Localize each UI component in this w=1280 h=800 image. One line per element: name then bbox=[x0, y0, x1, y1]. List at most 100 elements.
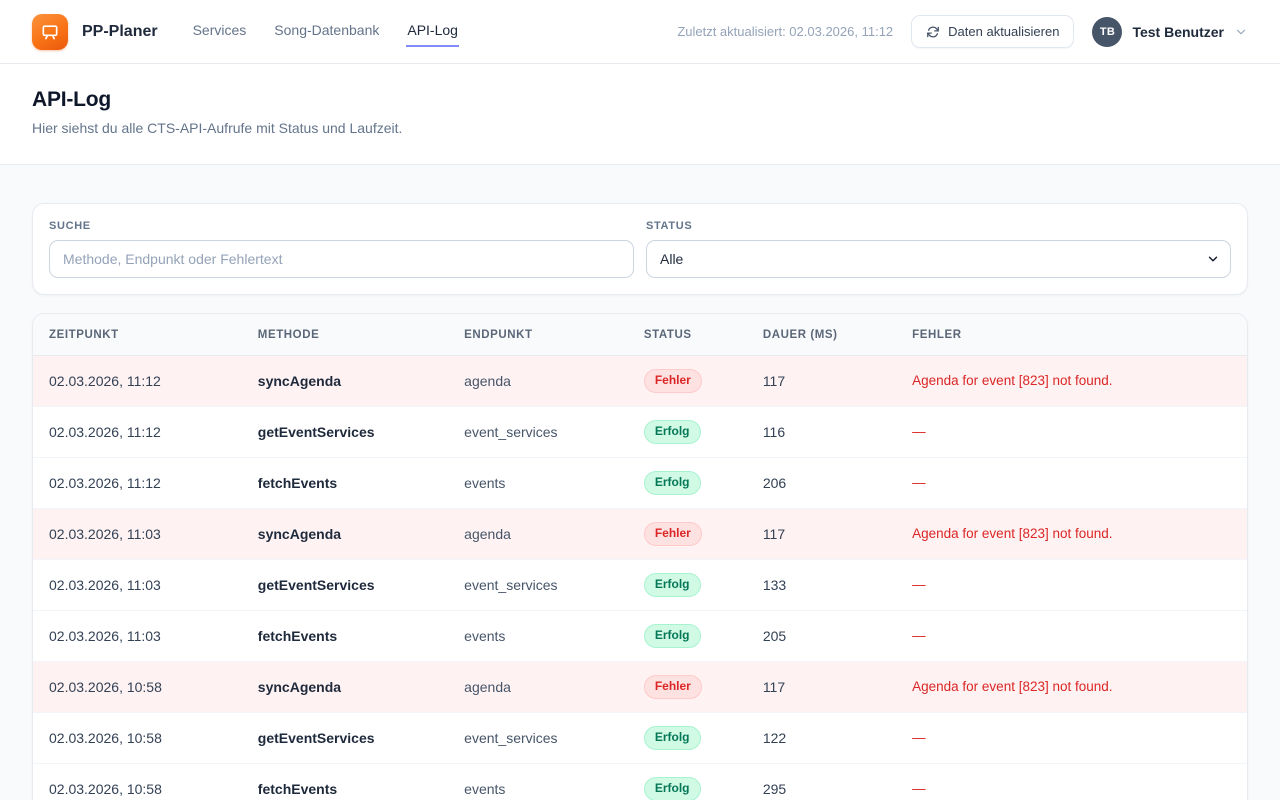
status-select[interactable]: Alle bbox=[646, 240, 1231, 278]
main-nav: Services Song-Datenbank API-Log bbox=[192, 16, 459, 47]
status-badge: Erfolg bbox=[643, 726, 701, 750]
cell-endpunkt: events bbox=[448, 763, 628, 800]
cell-fehler: Agenda for event [823] not found. bbox=[896, 355, 1247, 407]
status-badge: Fehler bbox=[643, 675, 702, 699]
table-row: 02.03.2026, 11:03 getEventServices event… bbox=[33, 559, 1247, 611]
cell-endpunkt: events bbox=[448, 457, 628, 509]
cell-endpunkt: agenda bbox=[448, 661, 628, 713]
page-subtitle: Hier siehst du alle CTS-API-Aufrufe mit … bbox=[32, 120, 403, 136]
column-header-dauer: DAUER (MS) bbox=[746, 314, 897, 356]
cell-dauer: 117 bbox=[746, 355, 897, 407]
cell-endpunkt: event_services bbox=[448, 559, 628, 611]
status-label: STATUS bbox=[646, 220, 693, 232]
column-header-status: STATUS bbox=[627, 314, 747, 356]
status-badge: Fehler bbox=[643, 522, 702, 546]
cell-methode: fetchEvents bbox=[241, 610, 449, 662]
cell-zeitpunkt: 02.03.2026, 11:12 bbox=[33, 355, 242, 407]
brand-name: PP-Planer bbox=[82, 22, 158, 40]
cell-methode: fetchEvents bbox=[241, 457, 449, 509]
refresh-data-button[interactable]: Daten aktualisieren bbox=[911, 15, 1075, 48]
cell-methode: fetchEvents bbox=[241, 763, 449, 800]
column-header-fehler: FEHLER bbox=[896, 314, 1247, 356]
status-select-wrap: Alle bbox=[646, 240, 1231, 278]
cell-status: Erfolg bbox=[627, 559, 747, 611]
column-header-endpunkt: ENDPUNKT bbox=[448, 314, 628, 356]
cell-fehler: — bbox=[896, 559, 1247, 611]
cell-methode: syncAgenda bbox=[241, 508, 449, 560]
cell-zeitpunkt: 02.03.2026, 11:12 bbox=[33, 406, 242, 458]
cell-status: Fehler bbox=[627, 508, 747, 560]
table-row: 02.03.2026, 11:03 fetchEvents events Erf… bbox=[33, 610, 1247, 662]
cell-zeitpunkt: 02.03.2026, 10:58 bbox=[33, 661, 242, 713]
cell-fehler: — bbox=[896, 763, 1247, 800]
cell-fehler: Agenda for event [823] not found. bbox=[896, 508, 1247, 560]
search-field-group: SUCHE bbox=[49, 220, 634, 278]
table-row: 02.03.2026, 11:12 getEventServices event… bbox=[33, 406, 1247, 458]
cell-methode: getEventServices bbox=[241, 406, 449, 458]
cell-zeitpunkt: 02.03.2026, 10:58 bbox=[33, 763, 242, 800]
cell-zeitpunkt: 02.03.2026, 11:12 bbox=[33, 457, 242, 509]
cell-methode: syncAgenda bbox=[241, 661, 449, 713]
main-content: SUCHE STATUS Alle ZEITPUNKT bbox=[0, 165, 1280, 800]
app-logo-icon bbox=[32, 13, 68, 50]
table-row: 02.03.2026, 10:58 getEventServices event… bbox=[33, 712, 1247, 764]
cell-dauer: 117 bbox=[746, 661, 897, 713]
table-row: 02.03.2026, 11:12 syncAgenda agenda Fehl… bbox=[33, 355, 1247, 407]
cell-fehler: — bbox=[896, 712, 1247, 764]
cell-dauer: 205 bbox=[746, 610, 897, 662]
cell-dauer: 122 bbox=[746, 712, 897, 764]
cell-dauer: 116 bbox=[746, 406, 897, 458]
table-header: ZEITPUNKT METHODE ENDPUNKT STATUS DAUER … bbox=[33, 314, 1247, 356]
cell-zeitpunkt: 02.03.2026, 11:03 bbox=[33, 610, 242, 662]
status-badge: Fehler bbox=[643, 369, 702, 393]
chevron-down-icon bbox=[1236, 29, 1246, 34]
cell-methode: getEventServices bbox=[241, 712, 449, 764]
cell-status: Fehler bbox=[627, 661, 747, 713]
brand[interactable]: PP-Planer bbox=[32, 13, 158, 50]
cell-endpunkt: event_services bbox=[448, 712, 628, 764]
table-row: 02.03.2026, 11:12 fetchEvents events Erf… bbox=[33, 457, 1247, 509]
cell-status: Erfolg bbox=[627, 610, 747, 662]
top-bar: PP-Planer Services Song-Datenbank API-Lo… bbox=[0, 0, 1280, 64]
filter-card: SUCHE STATUS Alle bbox=[32, 203, 1248, 295]
cell-fehler: Agenda for event [823] not found. bbox=[896, 661, 1247, 713]
topbar-right: Zuletzt aktualisiert: 02.03.2026, 11:12 … bbox=[677, 15, 1248, 48]
table-row: 02.03.2026, 10:58 syncAgenda agenda Fehl… bbox=[33, 661, 1247, 713]
cell-endpunkt: agenda bbox=[448, 355, 628, 407]
cell-dauer: 117 bbox=[746, 508, 897, 560]
nav-item-api-log[interactable]: API-Log bbox=[406, 16, 459, 47]
user-name: Test Benutzer bbox=[1132, 23, 1224, 40]
cell-fehler: — bbox=[896, 457, 1247, 509]
nav-item-song-datenbank[interactable]: Song-Datenbank bbox=[274, 22, 380, 38]
column-header-zeitpunkt: ZEITPUNKT bbox=[33, 314, 242, 356]
refresh-button-label: Daten aktualisieren bbox=[948, 24, 1060, 39]
status-badge: Erfolg bbox=[643, 420, 701, 444]
cell-status: Fehler bbox=[627, 355, 747, 407]
last-updated-text: Zuletzt aktualisiert: 02.03.2026, 11:12 bbox=[677, 24, 894, 39]
cell-fehler: — bbox=[896, 406, 1247, 458]
status-badge: Erfolg bbox=[643, 624, 701, 648]
search-input[interactable] bbox=[49, 240, 634, 278]
api-log-table-card: ZEITPUNKT METHODE ENDPUNKT STATUS DAUER … bbox=[32, 313, 1248, 800]
cell-status: Erfolg bbox=[627, 763, 747, 800]
cell-dauer: 206 bbox=[746, 457, 897, 509]
page-head: API-Log Hier siehst du alle CTS-API-Aufr… bbox=[0, 64, 1280, 165]
cell-methode: getEventServices bbox=[241, 559, 449, 611]
avatar: TB bbox=[1092, 16, 1123, 47]
cell-zeitpunkt: 02.03.2026, 11:03 bbox=[33, 559, 242, 611]
cell-fehler: — bbox=[896, 610, 1247, 662]
cell-methode: syncAgenda bbox=[241, 355, 449, 407]
nav-item-services[interactable]: Services bbox=[192, 22, 247, 38]
cell-status: Erfolg bbox=[627, 457, 747, 509]
table-row: 02.03.2026, 11:03 syncAgenda agenda Fehl… bbox=[33, 508, 1247, 560]
refresh-icon bbox=[927, 26, 940, 37]
log-table-body: 02.03.2026, 11:12 syncAgenda agenda Fehl… bbox=[33, 355, 1247, 800]
cell-status: Erfolg bbox=[627, 712, 747, 764]
status-badge: Erfolg bbox=[643, 573, 701, 597]
search-label: SUCHE bbox=[49, 220, 91, 232]
cell-endpunkt: events bbox=[448, 610, 628, 662]
status-badge: Erfolg bbox=[643, 777, 701, 800]
cell-dauer: 295 bbox=[746, 763, 897, 800]
user-menu[interactable]: TB Test Benutzer bbox=[1092, 16, 1248, 47]
status-field-group: STATUS Alle bbox=[646, 220, 1231, 278]
